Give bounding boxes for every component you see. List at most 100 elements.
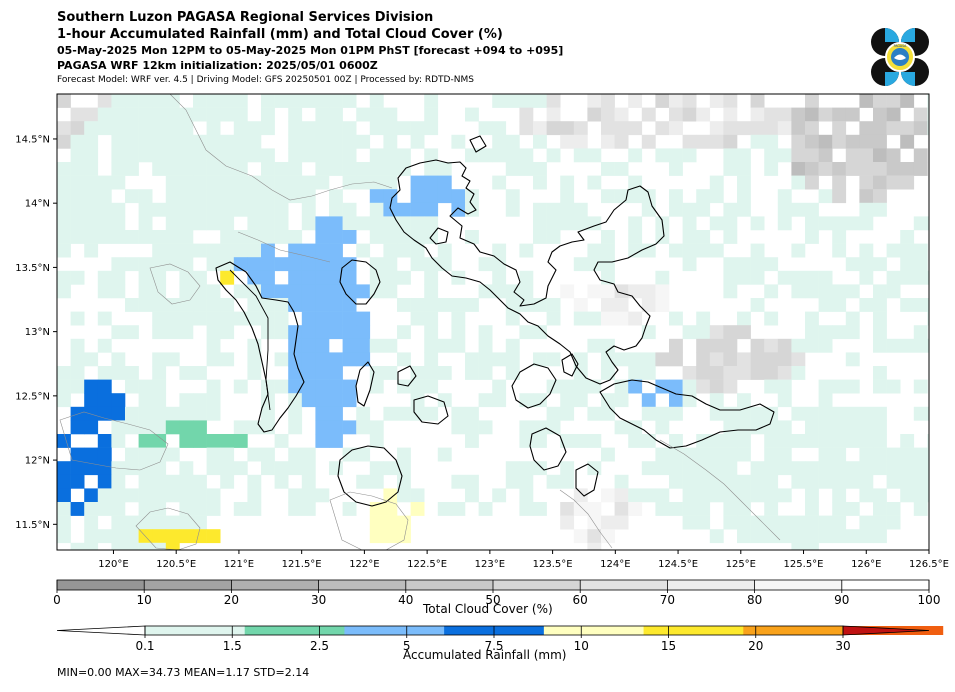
grid-cell	[750, 515, 765, 530]
grid-cell	[165, 474, 180, 489]
grid-cell	[465, 148, 479, 163]
grid-cell	[179, 134, 194, 149]
grid-cell	[424, 148, 439, 163]
grid-cell	[424, 121, 439, 136]
grid-cell	[193, 202, 207, 217]
cloud-color-segment	[493, 580, 581, 590]
grid-cell	[301, 366, 316, 380]
grid-cell	[723, 502, 738, 516]
grid-cell	[261, 284, 275, 299]
grid-cell	[57, 202, 71, 217]
grid-cell	[247, 175, 262, 190]
grid-cell	[111, 162, 126, 176]
grid-cell	[179, 107, 194, 122]
grid-cell	[764, 529, 779, 544]
grid-cell	[57, 284, 71, 299]
grid-cell	[791, 284, 806, 299]
rain-tick-label: 30	[835, 639, 850, 653]
grid-cell	[274, 434, 289, 448]
grid-cell	[57, 189, 71, 204]
grid-cell	[628, 434, 643, 448]
grid-cell	[519, 284, 534, 299]
grid-cell	[193, 311, 207, 326]
grid-cell	[220, 134, 235, 149]
grid-cell	[397, 447, 411, 462]
grid-cell	[301, 189, 316, 204]
grid-cell	[261, 162, 275, 176]
grid-cell	[845, 420, 860, 435]
grid-cell	[641, 461, 656, 476]
grid-cell	[84, 134, 99, 149]
grid-cell	[233, 379, 248, 394]
grid-cell	[261, 230, 275, 244]
grid-cell	[152, 488, 167, 503]
rain-min-extension	[56, 625, 146, 636]
grid-cell	[165, 311, 180, 326]
grid-cell	[832, 515, 847, 530]
grid-cell	[111, 175, 126, 190]
grid-cell	[818, 298, 833, 312]
grid-cell	[628, 189, 643, 204]
grid-cell	[329, 311, 343, 326]
grid-cell	[560, 474, 575, 489]
grid-cell	[764, 352, 779, 367]
grid-cell	[84, 352, 99, 367]
grid-cell	[342, 298, 357, 312]
grid-cell	[764, 420, 779, 435]
grid-cell	[111, 134, 126, 149]
grid-cell	[709, 474, 724, 489]
grid-cell	[845, 311, 860, 326]
grid-cell	[84, 488, 99, 503]
grid-cell	[70, 162, 85, 176]
grid-cell	[111, 94, 126, 108]
grid-cell	[451, 338, 466, 353]
luzon-coastline	[389, 159, 665, 385]
grid-cell	[397, 270, 411, 285]
grid-cell	[805, 94, 819, 108]
grid-cell	[97, 202, 112, 217]
svg-text:PAGASA: PAGASA	[894, 44, 908, 48]
grid-cell	[97, 311, 112, 326]
grid-cell	[301, 447, 316, 462]
grid-cell	[138, 420, 153, 435]
grid-cell	[737, 202, 751, 217]
grid-cell	[233, 162, 248, 176]
grid-cell	[805, 284, 819, 299]
grid-cell	[233, 257, 248, 272]
grid-cell	[193, 474, 207, 489]
grid-cell	[424, 202, 439, 217]
cloud-color-segment	[405, 580, 494, 590]
cloud-tick-label: 20	[224, 593, 239, 607]
grid-cell	[859, 175, 874, 190]
grid-cell	[478, 420, 493, 435]
grid-cell	[845, 325, 860, 340]
grid-cell	[206, 461, 221, 476]
grid-cell	[410, 488, 425, 503]
grid-cell	[342, 270, 357, 285]
grid-cell	[614, 393, 629, 408]
grid-cell	[859, 488, 874, 503]
grid-cell	[261, 94, 275, 108]
grid-cell	[356, 284, 371, 299]
grid-cell	[873, 121, 887, 136]
grid-cell	[818, 107, 833, 122]
grid-cell	[84, 502, 99, 516]
grid-cell	[505, 474, 520, 489]
grid-cell	[832, 529, 847, 544]
grid-cell	[913, 447, 928, 462]
grid-cell	[628, 420, 643, 435]
grid-cell	[125, 189, 139, 204]
cloud-tick-label: 40	[398, 593, 413, 607]
grid-cell	[492, 379, 507, 394]
grid-cell	[220, 162, 235, 176]
grid-cell	[261, 216, 275, 231]
grid-cell	[84, 447, 99, 462]
grid-cell	[125, 107, 139, 122]
grid-cell	[737, 189, 751, 204]
grid-cell	[84, 202, 99, 217]
grid-cell	[900, 474, 915, 489]
grid-cell	[573, 216, 588, 231]
grid-cell	[519, 94, 534, 108]
grid-cell	[57, 162, 71, 176]
grid-cell	[791, 134, 806, 149]
